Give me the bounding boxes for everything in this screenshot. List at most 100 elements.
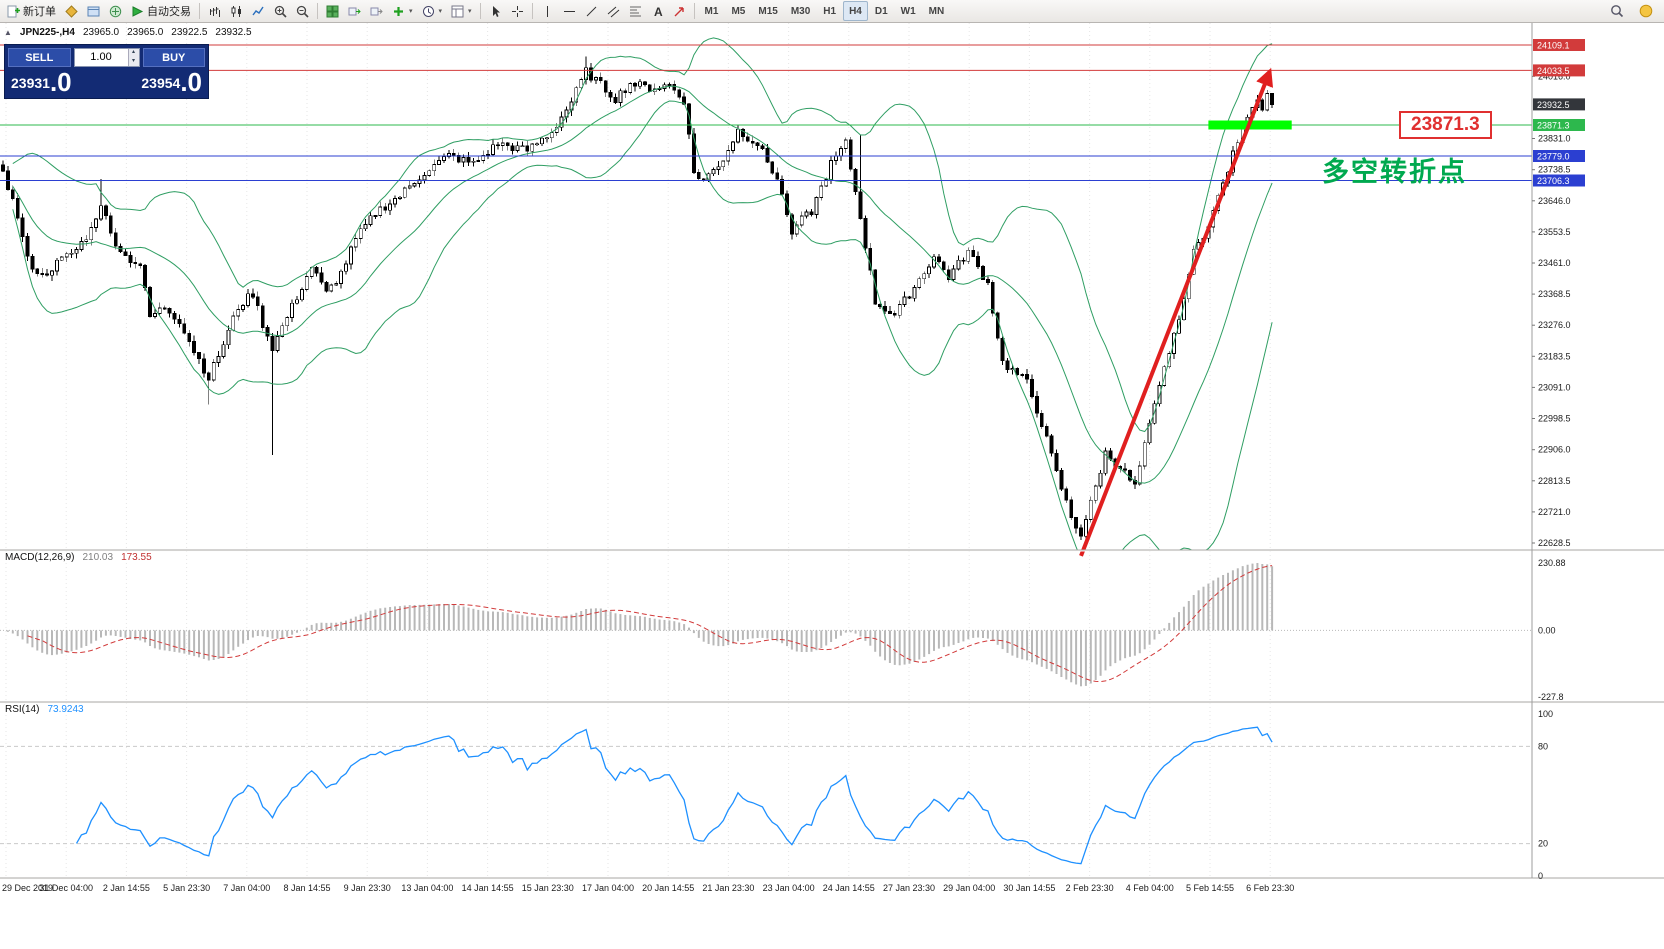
svg-text:23461.0: 23461.0 xyxy=(1538,258,1571,268)
vertical-line-icon xyxy=(546,5,548,17)
new-order-button[interactable]: 新订单 xyxy=(3,1,60,21)
new-order-label: 新订单 xyxy=(23,6,56,18)
svg-text:23646.0: 23646.0 xyxy=(1538,196,1571,206)
svg-text:4 Feb 04:00: 4 Feb 04:00 xyxy=(1126,883,1174,893)
sell-button[interactable]: SELL xyxy=(8,48,71,67)
navigator-icon xyxy=(109,5,122,17)
chart-area[interactable]: 24016.023831.023738.523646.023553.523461… xyxy=(0,23,1664,949)
svg-text:80: 80 xyxy=(1538,741,1548,751)
cursor-icon xyxy=(492,5,500,17)
svg-text:23831.0: 23831.0 xyxy=(1538,134,1571,144)
bar-chart-button[interactable] xyxy=(204,1,225,21)
macd-signal-value: 173.55 xyxy=(121,552,152,563)
timeframe-m1-button[interactable]: M1 xyxy=(699,1,725,21)
svg-text:5 Feb 14:55: 5 Feb 14:55 xyxy=(1186,883,1234,893)
horizontal-line-button[interactable] xyxy=(559,1,580,21)
bar-chart-icon xyxy=(210,6,220,17)
svg-text:22721.0: 22721.0 xyxy=(1538,507,1571,517)
svg-text:24109.1: 24109.1 xyxy=(1537,41,1570,51)
timeframe-h4-button[interactable]: H4 xyxy=(843,1,868,21)
chart-shift-button[interactable] xyxy=(366,1,387,21)
svg-text:7 Jan 04:00: 7 Jan 04:00 xyxy=(223,883,270,893)
rsi-line[interactable] xyxy=(75,726,1273,865)
volume-spin-buttons[interactable]: ▴ ▾ xyxy=(127,49,139,66)
periods-button[interactable]: ▾ xyxy=(418,1,447,21)
cursor-button[interactable] xyxy=(485,1,506,21)
svg-text:22813.5: 22813.5 xyxy=(1538,476,1571,486)
main-toolbar: 新订单 自动交易 ▾ ▾ ▾ A M1 M5 M15 M30 H1 H4 D xyxy=(0,0,1664,23)
timeframe-d1-button[interactable]: D1 xyxy=(869,1,894,21)
toolbar-separator xyxy=(317,3,318,19)
navigator-button[interactable] xyxy=(105,1,126,21)
sell-price[interactable]: 23931.0 xyxy=(11,67,72,97)
zoom-out-button[interactable] xyxy=(292,1,313,21)
crosshair-button[interactable] xyxy=(507,1,528,21)
price-callout-label[interactable]: 23871.3 xyxy=(1399,111,1492,139)
trendline-button[interactable] xyxy=(581,1,602,21)
svg-text:29 Dec 2019: 29 Dec 2019 xyxy=(2,883,53,893)
open-value: 23965.0 xyxy=(82,27,120,38)
tile-windows-button[interactable] xyxy=(322,1,343,21)
vertical-line-button[interactable] xyxy=(537,1,558,21)
new-order-icon xyxy=(7,5,20,17)
market-watch-button[interactable] xyxy=(61,1,82,21)
volume-down-icon[interactable]: ▾ xyxy=(128,57,139,66)
arrows-button[interactable] xyxy=(669,1,690,21)
trade-panel-collapse-icon[interactable]: ▲ xyxy=(4,28,12,37)
svg-text:13 Jan 04:00: 13 Jan 04:00 xyxy=(401,883,453,893)
turning-point-note[interactable]: 多空转折点 xyxy=(1322,157,1467,187)
autotrading-button[interactable]: 自动交易 xyxy=(127,1,195,21)
svg-text:5 Jan 23:30: 5 Jan 23:30 xyxy=(163,883,210,893)
svg-text:-227.8: -227.8 xyxy=(1538,692,1564,702)
toolbar-right-group xyxy=(1606,1,1658,21)
symbol-period-label: JPN225-,H4 xyxy=(19,27,75,38)
fibonacci-button[interactable] xyxy=(625,1,646,21)
svg-text:8 Jan 14:55: 8 Jan 14:55 xyxy=(283,883,330,893)
buy-button[interactable]: BUY xyxy=(142,48,205,67)
buy-price[interactable]: 23954.0 xyxy=(141,67,202,97)
svg-text:22998.5: 22998.5 xyxy=(1538,414,1571,424)
svg-text:17 Jan 04:00: 17 Jan 04:00 xyxy=(582,883,634,893)
volume-up-icon[interactable]: ▴ xyxy=(128,49,139,58)
volume-stepper[interactable]: 1.00 ▴ ▾ xyxy=(73,48,140,67)
data-window-button[interactable] xyxy=(83,1,104,21)
channel-button[interactable] xyxy=(603,1,624,21)
ohlc-info-line: ▲ JPN225-,H4 23965.0 23965.0 23922.5 239… xyxy=(4,27,252,38)
community-button[interactable] xyxy=(1635,1,1658,21)
timeframe-w1-button[interactable]: W1 xyxy=(895,1,922,21)
zoom-in-button[interactable] xyxy=(270,1,291,21)
auto-scroll-button[interactable] xyxy=(344,1,365,21)
search-button[interactable] xyxy=(1606,1,1629,21)
chart-canvas[interactable]: 24016.023831.023738.523646.023553.523461… xyxy=(0,23,1664,949)
clock-icon xyxy=(422,5,434,17)
candlestick-chart-button[interactable] xyxy=(226,1,247,21)
timeframe-m30-button[interactable]: M30 xyxy=(785,1,816,21)
line-chart-button[interactable] xyxy=(248,1,269,21)
auto-scroll-icon xyxy=(348,7,361,15)
text-button[interactable]: A xyxy=(647,1,668,21)
templates-icon xyxy=(451,5,464,17)
volume-value[interactable]: 1.00 xyxy=(90,51,112,63)
rsi-name: RSI(14) xyxy=(5,704,40,715)
autotrading-label: 自动交易 xyxy=(147,6,191,18)
toolbar-separator xyxy=(479,3,481,19)
candles[interactable] xyxy=(1,56,1274,541)
timeframe-mn-button[interactable]: MN xyxy=(923,1,951,21)
search-icon xyxy=(1611,4,1624,17)
indicators-button[interactable]: ▾ xyxy=(388,1,417,21)
svg-text:15 Jan 23:30: 15 Jan 23:30 xyxy=(522,883,574,893)
macd-signal-line[interactable] xyxy=(27,565,1273,683)
timeframe-h1-button[interactable]: H1 xyxy=(817,1,842,21)
trend-arrow[interactable] xyxy=(1079,67,1274,557)
timeframe-m15-button[interactable]: M15 xyxy=(752,1,783,21)
macd-histogram[interactable] xyxy=(3,563,1274,687)
autotrading-play-icon xyxy=(132,5,144,17)
low-value: 23922.5 xyxy=(171,27,208,38)
timeframe-m5-button[interactable]: M5 xyxy=(725,1,751,21)
bollinger-bands[interactable] xyxy=(12,37,1273,566)
svg-text:2 Jan 14:55: 2 Jan 14:55 xyxy=(103,883,150,893)
svg-text:100: 100 xyxy=(1538,709,1553,719)
rsi-value: 73.9243 xyxy=(47,704,84,715)
ind​icator-plus-icon xyxy=(394,6,403,16)
templates-button[interactable]: ▾ xyxy=(447,1,476,21)
